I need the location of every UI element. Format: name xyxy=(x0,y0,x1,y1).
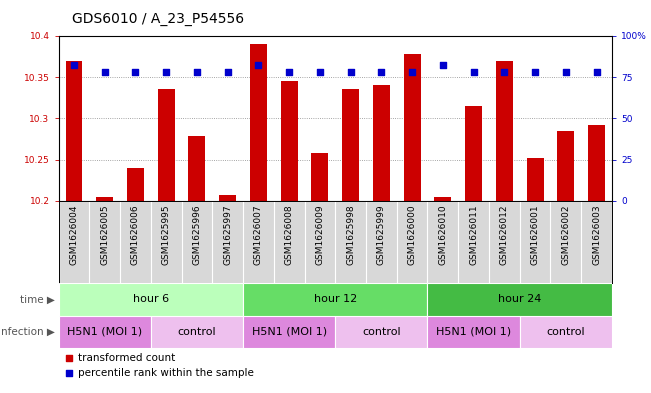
Text: GSM1626002: GSM1626002 xyxy=(561,204,570,264)
Bar xyxy=(428,283,612,316)
Point xyxy=(591,69,602,75)
Text: H5N1 (MOI 1): H5N1 (MOI 1) xyxy=(436,327,511,337)
Text: time ▶: time ▶ xyxy=(20,294,55,305)
Bar xyxy=(243,283,428,316)
Bar xyxy=(519,316,612,348)
Bar xyxy=(588,125,605,201)
Text: GSM1626012: GSM1626012 xyxy=(500,204,509,264)
Text: GSM1626006: GSM1626006 xyxy=(131,204,140,265)
Point xyxy=(284,69,294,75)
Bar xyxy=(335,316,428,348)
Point xyxy=(63,370,74,376)
Bar xyxy=(311,153,328,201)
Text: GSM1625999: GSM1625999 xyxy=(377,204,386,265)
Bar xyxy=(127,168,144,201)
Text: GSM1626005: GSM1626005 xyxy=(100,204,109,265)
Bar xyxy=(151,316,243,348)
Point xyxy=(223,69,233,75)
Point xyxy=(561,69,571,75)
Text: infection ▶: infection ▶ xyxy=(0,327,55,337)
Point xyxy=(130,69,141,75)
Bar xyxy=(250,44,267,201)
Point xyxy=(314,69,325,75)
Text: H5N1 (MOI 1): H5N1 (MOI 1) xyxy=(251,327,327,337)
Text: transformed count: transformed count xyxy=(78,353,175,363)
Bar xyxy=(281,81,298,201)
Text: H5N1 (MOI 1): H5N1 (MOI 1) xyxy=(67,327,143,337)
Text: GSM1626011: GSM1626011 xyxy=(469,204,478,265)
Text: GSM1625997: GSM1625997 xyxy=(223,204,232,265)
Bar xyxy=(66,61,83,201)
Bar xyxy=(465,106,482,201)
Point xyxy=(437,62,448,69)
Point xyxy=(499,69,510,75)
Bar xyxy=(496,61,513,201)
Text: hour 6: hour 6 xyxy=(133,294,169,305)
Bar xyxy=(59,283,243,316)
Bar xyxy=(96,196,113,201)
Text: GSM1625996: GSM1625996 xyxy=(193,204,201,265)
Point xyxy=(468,69,478,75)
Text: GSM1626008: GSM1626008 xyxy=(284,204,294,265)
Text: GSM1626004: GSM1626004 xyxy=(70,204,79,264)
Text: GSM1625995: GSM1625995 xyxy=(161,204,171,265)
Point xyxy=(346,69,356,75)
Text: control: control xyxy=(547,327,585,337)
Bar xyxy=(428,316,519,348)
Text: hour 12: hour 12 xyxy=(314,294,357,305)
Text: GSM1626001: GSM1626001 xyxy=(531,204,540,265)
Bar xyxy=(219,195,236,201)
Text: GSM1626003: GSM1626003 xyxy=(592,204,601,265)
Text: percentile rank within the sample: percentile rank within the sample xyxy=(78,368,254,378)
Bar xyxy=(189,136,205,201)
Bar xyxy=(373,85,390,201)
Text: GSM1626010: GSM1626010 xyxy=(438,204,447,265)
Text: GSM1626000: GSM1626000 xyxy=(408,204,417,265)
Bar xyxy=(557,132,574,201)
Point xyxy=(63,354,74,361)
Text: GSM1626007: GSM1626007 xyxy=(254,204,263,265)
Text: hour 24: hour 24 xyxy=(498,294,542,305)
Bar xyxy=(158,89,174,201)
Text: control: control xyxy=(178,327,216,337)
Point xyxy=(253,62,264,69)
Text: GDS6010 / A_23_P54556: GDS6010 / A_23_P54556 xyxy=(72,12,243,26)
Bar xyxy=(527,158,544,201)
Point xyxy=(191,69,202,75)
Text: control: control xyxy=(362,327,400,337)
Point xyxy=(69,62,79,69)
Point xyxy=(161,69,171,75)
Bar xyxy=(434,196,451,201)
Point xyxy=(376,69,387,75)
Bar xyxy=(404,54,421,201)
Point xyxy=(100,69,110,75)
Point xyxy=(530,69,540,75)
Text: GSM1626009: GSM1626009 xyxy=(315,204,324,265)
Bar xyxy=(342,89,359,201)
Point xyxy=(407,69,417,75)
Bar xyxy=(243,316,335,348)
Text: GSM1625998: GSM1625998 xyxy=(346,204,355,265)
Bar xyxy=(59,316,151,348)
